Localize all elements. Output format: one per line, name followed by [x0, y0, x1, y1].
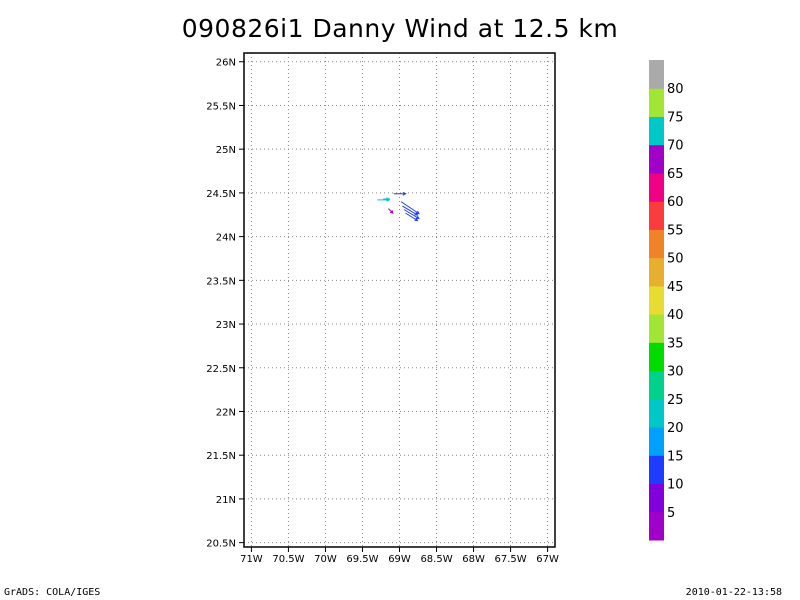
wind-vector-head: [414, 217, 419, 222]
wind-vector: [405, 212, 418, 221]
colorbar-label: 35: [667, 336, 684, 351]
y-tick-label: 24N: [216, 233, 236, 244]
colorbar-label: 10: [667, 478, 684, 493]
colorbar-swatch: [649, 229, 664, 259]
y-tick-label: 23N: [216, 320, 236, 331]
x-tick-label: 68W: [462, 554, 485, 565]
colorbar-swatch: [649, 370, 664, 400]
y-tick-label: 21N: [216, 495, 236, 506]
chart-title: 090826i1 Danny Wind at 12.5 km: [181, 14, 619, 43]
wind-vector-head: [415, 215, 420, 220]
y-tick-label: 25.5N: [206, 101, 236, 112]
colorbar-swatch: [649, 144, 664, 174]
colorbar-label: 60: [667, 195, 684, 210]
colorbar-swatch: [649, 116, 664, 146]
plot-frame: [243, 52, 556, 548]
x-tick-label: 70W: [314, 554, 337, 565]
y-tick-label: 21.5N: [206, 451, 236, 462]
x-tick-label: 69.5W: [346, 554, 378, 565]
x-tick-label: 71W: [240, 554, 263, 565]
colorbar-swatch: [649, 88, 664, 117]
y-tick-label: 22.5N: [206, 364, 236, 375]
colorbar-label: 70: [667, 139, 684, 154]
x-tick-label: 69W: [388, 554, 411, 565]
colorbar-swatch: [649, 398, 664, 428]
colorbar-swatch: [649, 201, 664, 230]
colorbar-label: 45: [667, 280, 684, 295]
colorbar-label: 25: [667, 393, 684, 408]
colorbar-swatch: [649, 257, 664, 287]
colorbar-label: 40: [667, 308, 684, 323]
x-tick-label: 67.5W: [494, 554, 526, 565]
wind-vector-head: [414, 212, 419, 216]
colorbar-label: 80: [667, 82, 684, 97]
colorbar-swatch: [649, 511, 664, 541]
wind-vector: [402, 205, 418, 216]
timestamp: 2010-01-22-13:58: [685, 587, 782, 598]
colorbar-swatch: [649, 483, 664, 513]
colorbar-swatch: [649, 427, 664, 456]
colorbar-swatch: [649, 314, 664, 343]
colorbar-label: 15: [667, 449, 684, 464]
colorbar-label: 5: [667, 506, 675, 521]
colorbar-label: 75: [667, 110, 684, 125]
colorbar-label: 55: [667, 223, 684, 238]
wind-vector: [400, 201, 420, 215]
colorbar-swatch: [649, 342, 664, 372]
colorbar-swatch: [649, 455, 664, 485]
y-tick-label: 22N: [216, 407, 236, 418]
x-tick-label: 68.5W: [420, 554, 452, 565]
wind-vector-head: [389, 210, 394, 214]
y-tick-label: 26N: [216, 58, 236, 69]
y-tick-label: 24.5N: [206, 189, 236, 200]
colorbar-swatch: [649, 60, 664, 89]
colorbar-label: 20: [667, 421, 684, 436]
wind-vector: [403, 209, 420, 219]
wind-vector-head: [386, 197, 391, 201]
x-tick-label: 67W: [536, 554, 559, 565]
y-tick-label: 23.5N: [206, 276, 236, 287]
colorbar-swatch: [649, 172, 664, 202]
colorbar-label: 65: [667, 167, 684, 182]
grads-credit: GrADS: COLA/IGES: [4, 587, 101, 598]
y-tick-label: 20.5N: [206, 539, 236, 550]
wind-vector-head: [402, 191, 407, 196]
colorbar-swatch: [649, 285, 664, 315]
x-tick-label: 70.5W: [272, 554, 304, 565]
colorbar-label: 30: [667, 365, 684, 380]
y-tick-label: 25N: [216, 145, 236, 156]
colorbar-label: 50: [667, 252, 684, 267]
